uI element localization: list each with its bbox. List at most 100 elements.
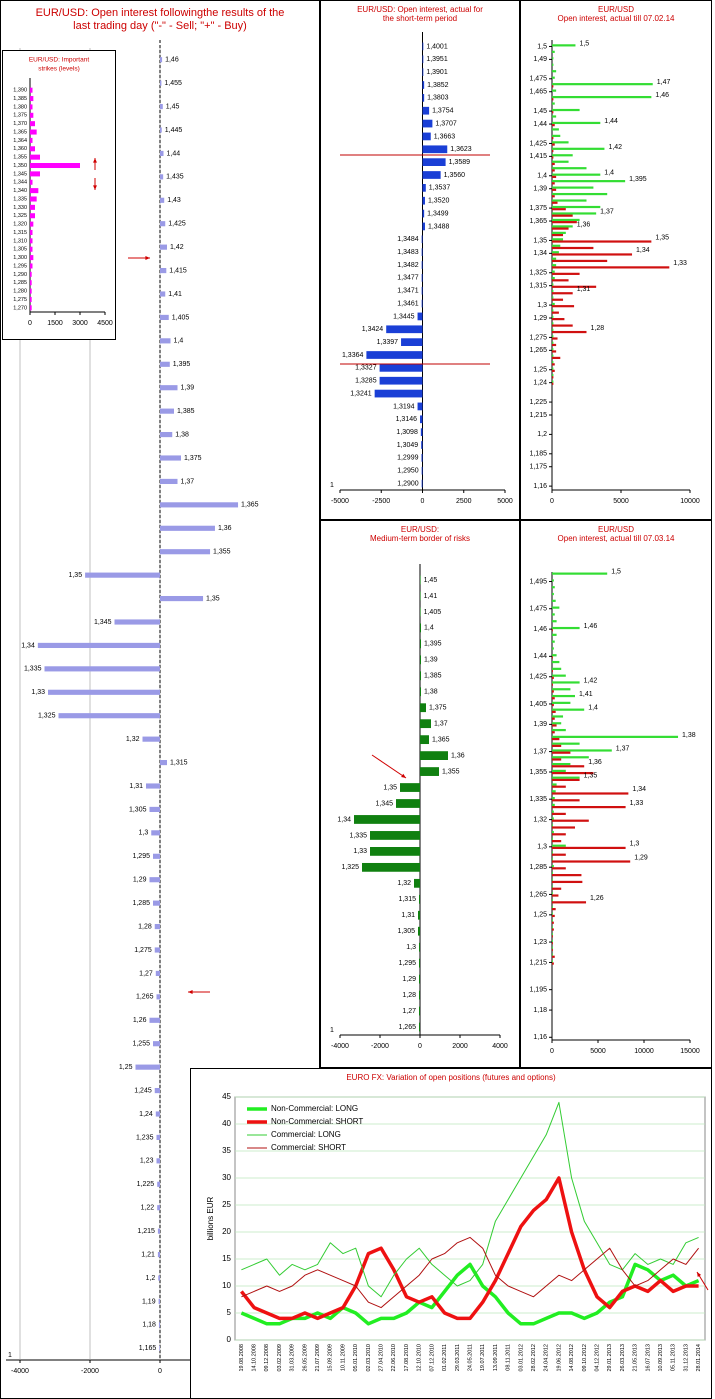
bar <box>552 343 557 347</box>
bar <box>420 671 421 681</box>
y-tick-label: 1,355 <box>529 769 547 776</box>
bar <box>30 305 32 311</box>
bar-label: 1,4 <box>174 338 184 345</box>
bar-label: 1,335 <box>349 832 367 839</box>
bar-label: 1,27 <box>139 970 153 977</box>
bar <box>374 389 423 398</box>
bar-label: 1,3 <box>139 830 149 837</box>
bar <box>48 689 160 695</box>
bar <box>552 749 612 752</box>
bar-label: 1,32 <box>397 880 411 887</box>
arrow <box>371 754 407 779</box>
bar <box>420 719 431 729</box>
x-tick-label: 05.11.2013 <box>671 1344 677 1371</box>
y-tick-label: 1,280 <box>13 289 27 295</box>
bar-label: 1,28 <box>402 992 416 999</box>
bar <box>160 267 167 274</box>
x-tick-label: 15000 <box>680 1048 700 1055</box>
bar <box>420 751 448 760</box>
bar-label: 1,3049 <box>397 442 419 449</box>
series-line <box>241 1236 699 1309</box>
bar <box>552 277 555 280</box>
x-tick-label: 16.07.2013 <box>645 1344 651 1372</box>
y-tick-label: 1,215 <box>529 959 547 966</box>
bar <box>552 76 555 79</box>
bar <box>552 199 587 202</box>
bar <box>160 80 162 86</box>
bar <box>421 274 423 282</box>
bar-label: 1,2900 <box>397 480 419 487</box>
bar <box>552 238 564 241</box>
y-tick-label: 1,275 <box>13 297 27 303</box>
y-tick-label: 1,305 <box>13 247 27 253</box>
bar <box>552 776 580 779</box>
chart-title: EUR/USD: <box>401 525 439 534</box>
bar <box>370 847 420 856</box>
x-tick-label: 28.01.2014 <box>696 1344 702 1372</box>
y-tick-label: 1,3 <box>537 302 547 309</box>
bar <box>30 280 32 286</box>
bar <box>154 947 160 953</box>
bar-label: 1,395 <box>424 641 442 648</box>
bar <box>552 374 554 377</box>
bar <box>155 1111 160 1117</box>
chart-title: the short-term period <box>383 14 457 23</box>
bar-label: 1,265 <box>398 1024 416 1031</box>
bar-label: 1,3488 <box>428 223 450 230</box>
x-tick-label: 31.03.2009 <box>290 1344 296 1372</box>
x-tick-label: 0 <box>418 1043 422 1050</box>
bar <box>420 623 421 633</box>
bar <box>552 674 566 677</box>
bar <box>146 783 160 789</box>
bar-label: 1,28 <box>591 325 605 332</box>
x-tick-label: 3000 <box>72 320 88 327</box>
y-tick-label: 1,335 <box>529 796 547 803</box>
bar <box>153 1041 160 1047</box>
bar <box>552 136 554 140</box>
y-tick-label: 1,315 <box>13 230 27 236</box>
bar <box>149 877 160 883</box>
bar-label: 1,355 <box>213 549 231 556</box>
bar <box>552 208 566 211</box>
bar-label: 1,34 <box>337 816 351 823</box>
x-tick-label: 08.11.2011 <box>506 1344 512 1371</box>
bar <box>552 620 557 623</box>
bar-label: 1,32 <box>126 736 140 743</box>
bar <box>552 901 587 904</box>
bar-label: 1,37 <box>434 721 448 728</box>
bar-label: 1,3194 <box>393 403 415 410</box>
bar <box>552 44 576 47</box>
bar <box>552 640 555 643</box>
bar <box>552 905 553 909</box>
bar <box>552 908 556 911</box>
bar <box>552 806 626 809</box>
bar-label: 1,33 <box>630 800 644 807</box>
x-tick-label: 01.02.2011 <box>442 1344 448 1371</box>
bar <box>396 799 420 808</box>
bar <box>552 667 562 670</box>
bar <box>552 315 554 319</box>
bar <box>552 296 554 299</box>
bar-label: 1,315 <box>398 896 416 903</box>
bar-label: 1,295 <box>132 853 150 860</box>
bar <box>419 894 420 904</box>
x-tick-label: 0 <box>421 498 425 505</box>
bar-label: 1,3397 <box>377 339 399 346</box>
bar <box>154 923 160 930</box>
bar-label: 1,3461 <box>397 300 419 307</box>
bar <box>158 1322 160 1328</box>
bar <box>552 660 560 664</box>
chart-title: EUR/USD: Open interest, actual for <box>357 5 483 14</box>
bar <box>30 238 33 244</box>
bar <box>419 974 420 984</box>
bar <box>160 385 178 391</box>
bar <box>552 715 564 718</box>
bar <box>552 318 565 321</box>
x-tick-label: 02.03.2010 <box>366 1344 372 1372</box>
chart-title: EUR/USD <box>598 5 634 14</box>
bar <box>401 338 423 346</box>
bar <box>552 690 554 693</box>
bar <box>552 833 566 836</box>
bar-label: 1,375 <box>429 705 447 712</box>
bar <box>552 264 557 267</box>
